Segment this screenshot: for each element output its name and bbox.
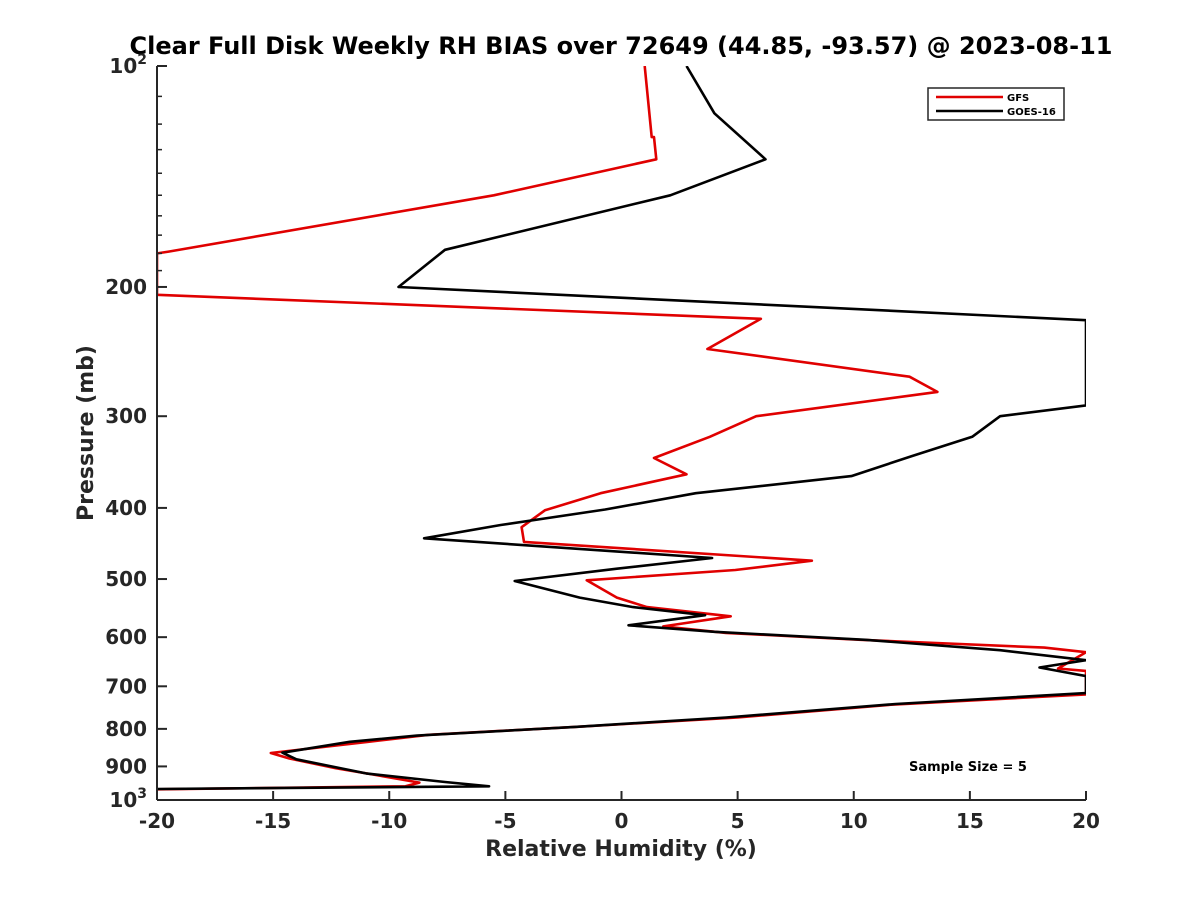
x-tick-label: 20 (1072, 809, 1100, 833)
chart-title: Clear Full Disk Weekly RH BIAS over 7264… (130, 32, 1113, 60)
y-axis-title: Pressure (mb) (74, 345, 99, 521)
x-axis-title: Relative Humidity (%) (485, 837, 757, 862)
x-tick-label: 5 (731, 809, 745, 833)
x-tick-label: -20 (139, 809, 175, 833)
x-axis-ticks: -20 -15 -10 -5 0 5 10 15 20 (139, 791, 1100, 833)
x-tick-label: 0 (615, 809, 629, 833)
x-tick-label: 15 (956, 809, 984, 833)
y-tick-label: 103 (109, 786, 147, 812)
y-tick-label: 800 (105, 717, 147, 741)
sample-size-annotation: Sample Size = 5 (909, 760, 1027, 775)
series-line-goes16 (157, 66, 1086, 791)
y-tick-label-exponent: 2 (137, 52, 147, 68)
series-layer (157, 66, 1086, 791)
x-tick-label: -15 (255, 809, 291, 833)
y-tick-label: 700 (105, 674, 147, 698)
legend-label-gfs: GFS (1007, 93, 1029, 104)
x-tick-label: -5 (494, 809, 516, 833)
y-tick-label: 200 (105, 275, 147, 299)
y-tick-label: 102 (109, 52, 147, 78)
y-tick-label-exponent: 3 (137, 786, 147, 802)
y-tick-label: 300 (105, 404, 147, 428)
y-tick-label-base: 10 (109, 788, 137, 812)
legend-label-goes16: GOES-16 (1007, 107, 1056, 118)
x-tick-label: -10 (371, 809, 407, 833)
x-tick-label: 10 (840, 809, 868, 833)
y-tick-label: 600 (105, 625, 147, 649)
y-tick-label-base: 10 (109, 54, 137, 78)
y-tick-label: 900 (105, 754, 147, 778)
legend-box (927, 87, 1065, 121)
y-tick-label: 400 (105, 496, 147, 520)
chart-legend: GFS GOES-16 (927, 87, 1065, 121)
y-tick-label: 500 (105, 567, 147, 591)
